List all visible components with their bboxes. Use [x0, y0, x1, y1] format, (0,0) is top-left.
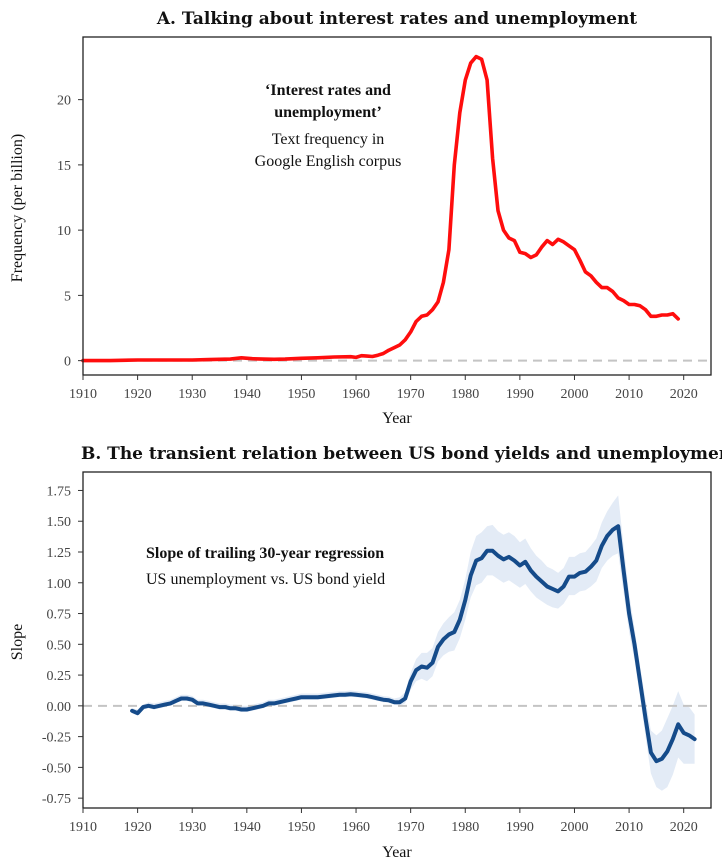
panel-b-annotation: Slope of trailing 30-year regression US …	[146, 545, 385, 588]
x-tick-label: 1940	[233, 387, 261, 402]
y-tick-label: -0.50	[42, 761, 71, 776]
y-tick-label: 0.75	[47, 608, 72, 623]
panel-a-annotation-line-1: ‘Interest rates and	[265, 82, 391, 99]
panel-b-y-axis: -0.75 -0.50 -0.25 0.00 0.25 0.50 0.75 1.00 1.25 1…	[42, 484, 83, 807]
x-tick-label: 1960	[342, 820, 370, 835]
x-tick-label: 1960	[342, 387, 370, 402]
x-tick-label: 1970	[397, 387, 425, 402]
panel-a: A. Talking about interest rates and unem…	[9, 9, 712, 427]
x-tick-label: 2010	[615, 820, 643, 835]
y-tick-label: 0	[64, 355, 71, 370]
x-tick-label: 1980	[451, 387, 479, 402]
y-tick-label: 0.25	[47, 669, 72, 684]
x-tick-label: 2020	[670, 387, 698, 402]
panel-b-annotation-line-2: US unemployment vs. US bond yield	[146, 571, 385, 588]
panel-a-title: A. Talking about interest rates and unem…	[156, 9, 637, 29]
panel-b-title: B. The transient relation between US bon…	[81, 444, 722, 464]
panel-a-y-axis: 0 5 10 15 20	[57, 94, 83, 370]
x-tick-label: 1990	[506, 820, 534, 835]
panel-a-frequency-line	[81, 54, 680, 363]
x-tick-label: 1990	[506, 387, 534, 402]
x-tick-label: 1920	[124, 387, 152, 402]
y-tick-label: 1.25	[47, 546, 72, 561]
x-tick-label: 2020	[670, 820, 698, 835]
panel-b: B. The transient relation between US bon…	[9, 444, 722, 861]
panel-b-confidence-band	[132, 495, 695, 791]
x-tick-label: 2000	[560, 387, 588, 402]
panel-b-y-label: Slope	[9, 624, 26, 660]
y-tick-label: -0.25	[42, 731, 71, 746]
x-tick-label: 1930	[178, 387, 206, 402]
x-tick-label: 1980	[451, 820, 479, 835]
panel-b-annotation-line-1: Slope of trailing 30-year regression	[146, 545, 384, 562]
x-tick-label: 2010	[615, 387, 643, 402]
y-tick-label: -0.75	[42, 792, 71, 807]
x-tick-label: 2000	[560, 820, 588, 835]
y-tick-label: 5	[64, 289, 71, 304]
panel-b-x-axis: 1910 1920 1930 1940 1950 1960 1970 1980 1990 2000…	[69, 808, 698, 835]
panel-b-plot-frame	[82, 471, 712, 809]
panel-a-annotation-line-3: Text frequency in	[272, 131, 385, 148]
y-tick-label: 0.00	[47, 700, 72, 715]
panel-a-y-label: Frequency (per billion)	[9, 134, 26, 282]
y-tick-label: 1.50	[47, 515, 72, 530]
panel-a-plot-frame	[82, 36, 712, 376]
y-tick-label: 1.75	[47, 484, 72, 499]
x-tick-label: 1910	[69, 387, 97, 402]
panel-a-x-label: Year	[382, 410, 412, 427]
y-tick-label: 1.00	[47, 577, 72, 592]
x-tick-label: 1940	[233, 820, 261, 835]
panel-a-annotation: ‘Interest rates and unemployment’ Text f…	[255, 82, 402, 170]
panel-b-x-label: Year	[382, 844, 412, 861]
x-tick-label: 1930	[178, 820, 206, 835]
panel-a-x-axis: 1910 1920 1930 1940 1950 1960 1970 1980 1990 2000…	[69, 375, 698, 402]
y-tick-label: 20	[57, 94, 71, 109]
panel-b-slope-line	[130, 524, 697, 764]
x-tick-label: 1910	[69, 820, 97, 835]
y-tick-label: 15	[57, 159, 71, 174]
panel-a-annotation-line-4: Google English corpus	[255, 153, 402, 170]
x-tick-label: 1950	[287, 387, 315, 402]
x-tick-label: 1970	[397, 820, 425, 835]
x-tick-label: 1920	[124, 820, 152, 835]
panel-a-annotation-line-2: unemployment’	[274, 104, 382, 121]
y-tick-label: 0.50	[47, 638, 72, 653]
y-tick-label: 10	[57, 224, 71, 239]
x-tick-label: 1950	[287, 820, 315, 835]
